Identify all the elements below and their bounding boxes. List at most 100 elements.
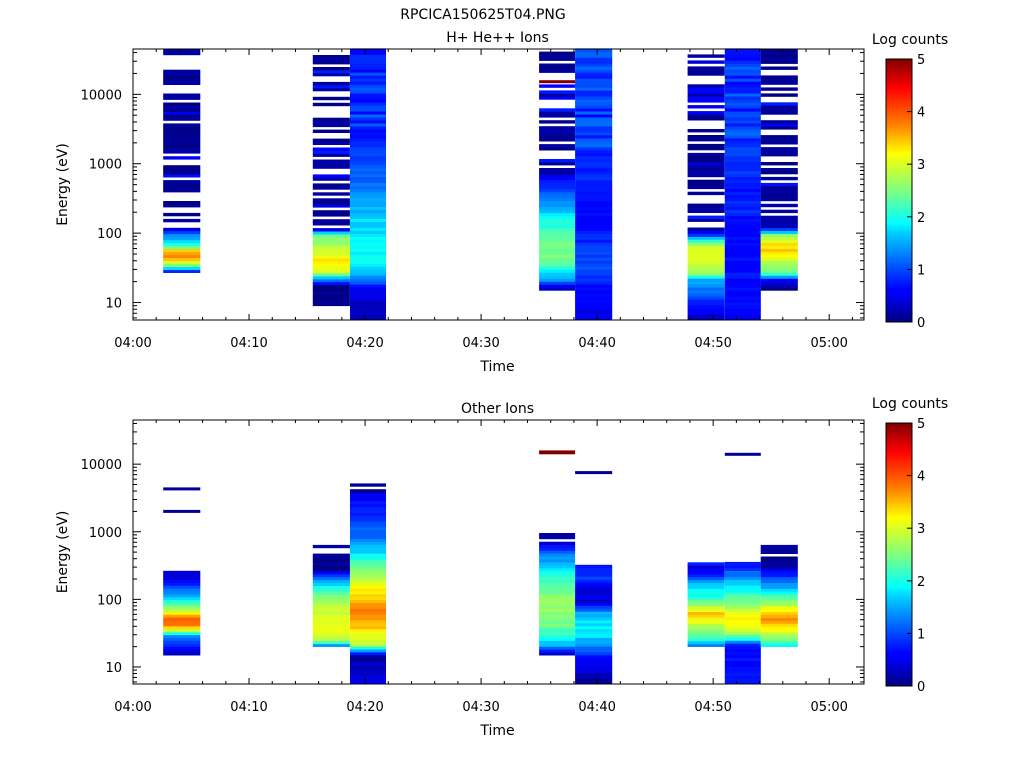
energy-bin [760, 287, 798, 291]
energy-bin [760, 635, 798, 639]
energy-bin [539, 170, 576, 175]
energy-bin [312, 81, 350, 86]
energy-bin [724, 105, 761, 109]
energy-bin [760, 224, 798, 229]
energy-bin [350, 230, 386, 234]
energy-bin [350, 179, 386, 184]
energy-bin [539, 69, 576, 73]
y-tick-label: 100 [97, 593, 122, 608]
panel-2: 04:00 04:10 04:20 04:30 04:40 04:50 05:0010100… [55, 396, 948, 739]
energy-bin [163, 147, 201, 151]
energy-bin [724, 123, 761, 127]
energy-bin [687, 588, 725, 592]
energy-bin [575, 588, 613, 592]
energy-bin [539, 215, 576, 220]
colorbar-label: Log counts [872, 396, 948, 412]
energy-bin [163, 233, 201, 238]
energy-bin [687, 72, 725, 76]
energy-bin [350, 141, 386, 145]
energy-bin [350, 176, 386, 181]
energy-bin [575, 672, 613, 676]
energy-bin [539, 182, 576, 187]
energy-bin [575, 227, 613, 231]
energy-bin [724, 230, 761, 234]
energy-bin [350, 678, 386, 682]
energy-bin [163, 189, 201, 193]
energy-bin [724, 170, 761, 175]
energy-bin [687, 117, 725, 121]
energy-bin [575, 141, 613, 145]
energy-bin [760, 640, 798, 645]
energy-bin [312, 617, 350, 621]
energy-bin [539, 84, 576, 88]
energy-bin [724, 681, 761, 685]
energy-bin [350, 663, 386, 667]
energy-bin [350, 643, 386, 647]
energy-bin [575, 678, 613, 682]
energy-bin [575, 233, 613, 237]
energy-bin [350, 521, 386, 525]
energy-bin [575, 660, 613, 664]
energy-bin [350, 660, 386, 664]
energy-bin [539, 576, 576, 580]
energy-bin [350, 269, 386, 273]
energy-bin [539, 188, 576, 193]
energy-bin [575, 611, 613, 615]
energy-bin [687, 568, 725, 572]
energy-bin [724, 179, 761, 184]
energy-bin [724, 452, 761, 456]
energy-bin [760, 51, 798, 55]
energy-bin [350, 272, 386, 276]
energy-bin [760, 597, 798, 601]
energy-bin [687, 251, 725, 255]
energy-bin [163, 631, 201, 636]
energy-bin [575, 170, 613, 175]
energy-bin [312, 626, 350, 630]
energy-bin [575, 63, 613, 67]
energy-bin [350, 296, 386, 300]
energy-bin [724, 194, 761, 199]
energy-bin [724, 278, 761, 282]
energy-bin [687, 579, 725, 584]
energy-bin [539, 559, 576, 563]
energy-bin [760, 188, 798, 193]
energy-bin [724, 227, 761, 231]
energy-bin [724, 146, 761, 151]
energy-bin [312, 579, 350, 584]
energy-bin [163, 626, 201, 630]
energy-bin [163, 257, 201, 262]
energy-bin [312, 594, 350, 598]
energy-bin [350, 311, 386, 315]
energy-bin [312, 96, 350, 101]
energy-bin [312, 556, 350, 560]
energy-bin [163, 649, 201, 653]
energy-bin [760, 81, 798, 85]
energy-bin [760, 626, 798, 630]
energy-bin [163, 102, 201, 106]
energy-bin [760, 573, 798, 578]
energy-bin [539, 111, 576, 115]
energy-bin [760, 150, 798, 154]
energy-bin [350, 158, 386, 163]
energy-bin [163, 269, 201, 273]
energy-bin [575, 302, 613, 306]
energy-bin [760, 251, 798, 255]
energy-bin [575, 596, 613, 601]
energy-bin [724, 652, 761, 656]
energy-bin [760, 605, 798, 610]
energy-bin [312, 231, 350, 235]
energy-bin [312, 198, 350, 202]
energy-bin [575, 299, 613, 303]
panel-1: 04:00 04:10 04:20 04:30 04:40 04:50 05:0010100… [55, 30, 948, 375]
energy-bin [687, 105, 725, 109]
energy-bin [687, 99, 725, 103]
energy-bin [350, 498, 386, 502]
energy-bin [575, 314, 613, 318]
energy-bin [687, 114, 725, 118]
energy-bin [575, 117, 613, 121]
energy-bin [687, 260, 725, 264]
energy-bin [575, 599, 613, 603]
data-column [687, 54, 725, 321]
energy-bin [760, 263, 798, 267]
energy-bin [724, 152, 761, 157]
